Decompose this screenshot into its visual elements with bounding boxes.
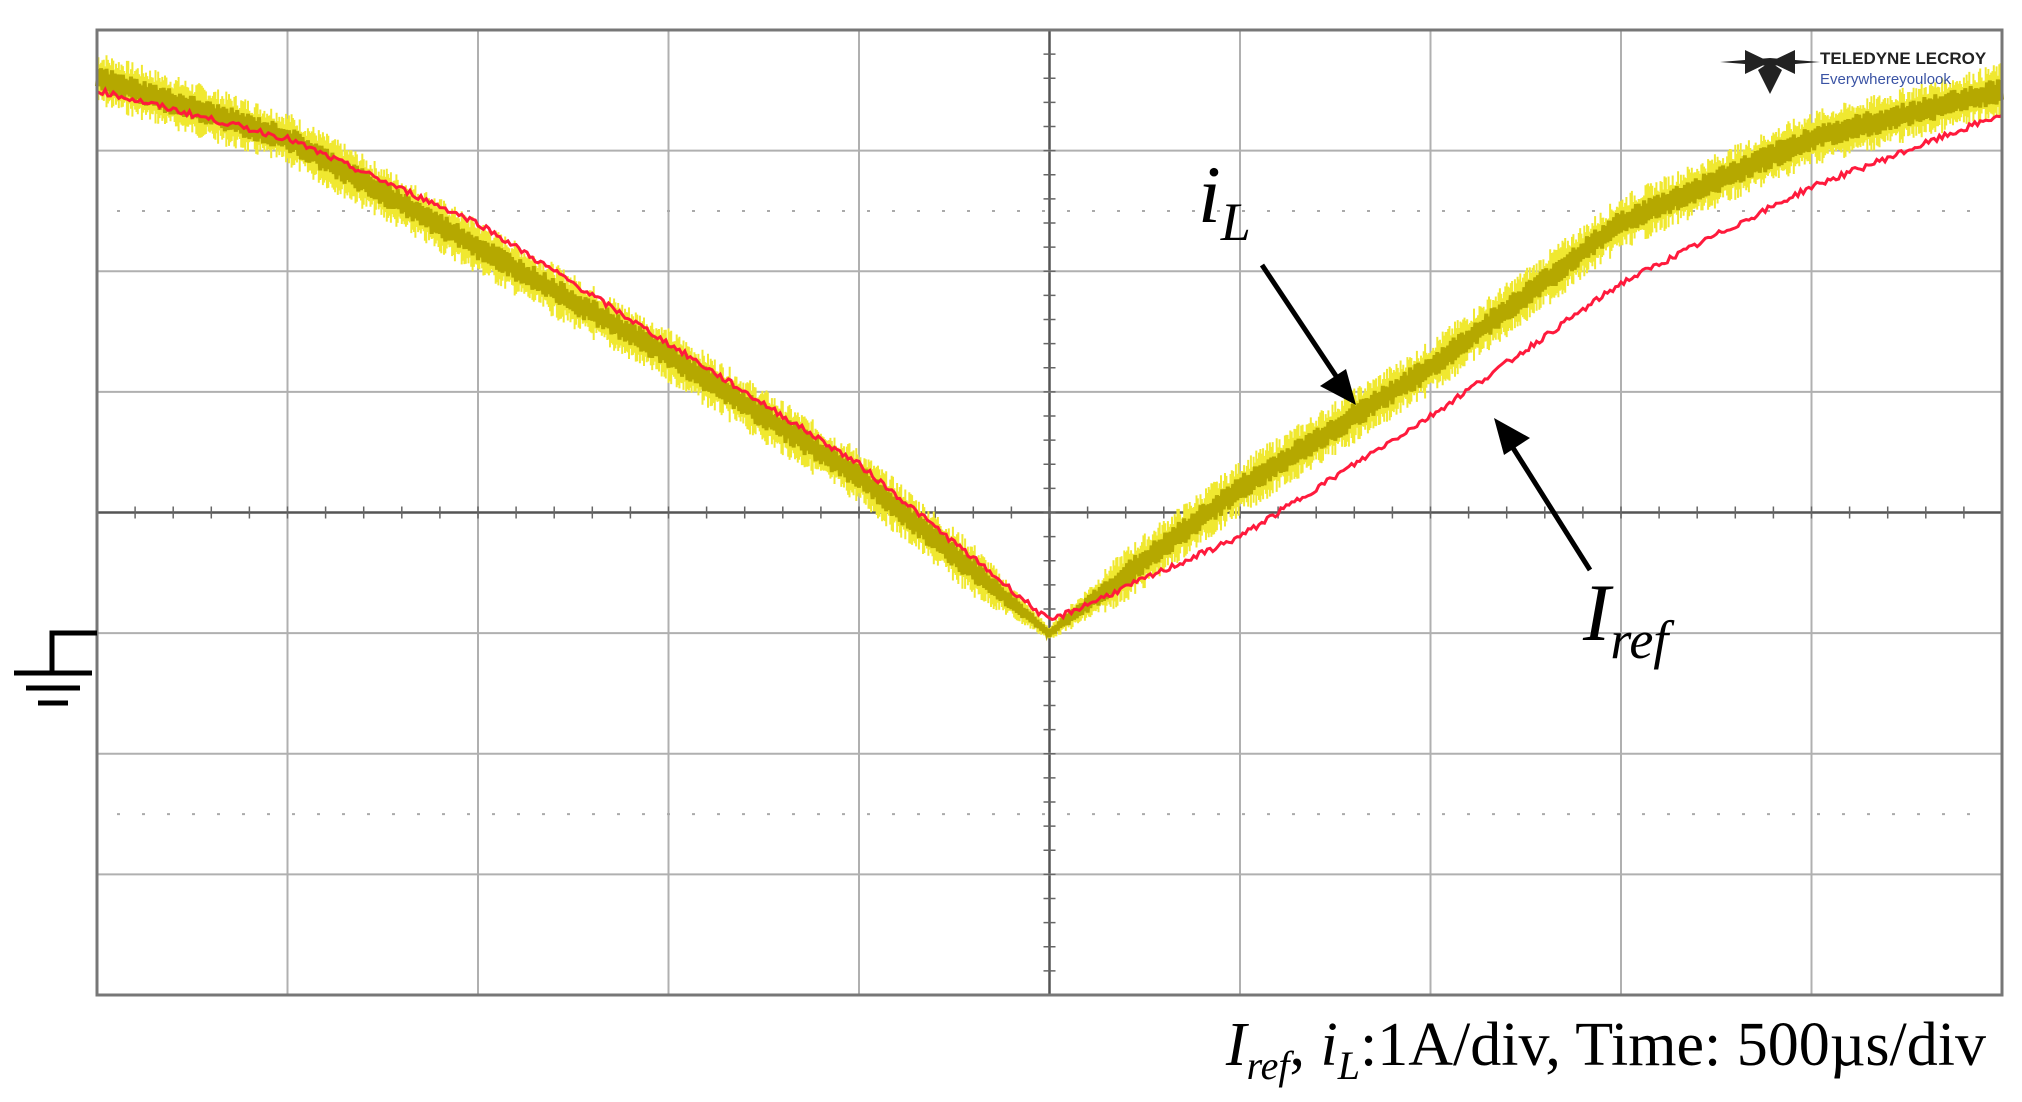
iref-label-sub: ref xyxy=(1610,610,1675,670)
il-label-main: i xyxy=(1198,149,1221,240)
il-label: iL xyxy=(1198,149,1251,252)
caption-sep: , xyxy=(1289,1011,1321,1079)
iref-arrow xyxy=(1494,418,1593,572)
caption-il-sub: L xyxy=(1337,1043,1360,1088)
il-arrow xyxy=(1259,263,1356,405)
caption-iref-main: I xyxy=(1225,1011,1247,1079)
teledyne-logo: TELEDYNE LECROY Everywhereyoulook xyxy=(1720,49,1987,94)
ground-marker xyxy=(14,630,97,706)
iref-label: Iref xyxy=(1582,567,1675,670)
logo-tagline: Everywhereyoulook xyxy=(1820,71,1951,88)
teledyne-star-icon xyxy=(1720,50,1820,94)
il-trace xyxy=(95,68,2004,642)
caption-rest: :1A/div, Time: 500µs/div xyxy=(1360,1011,1986,1079)
il-label-sub: L xyxy=(1220,192,1251,252)
scale-caption: Iref, iL:1A/div, Time: 500µs/div xyxy=(1226,1010,1986,1089)
iref-trace xyxy=(96,86,2003,622)
logo-brand: TELEDYNE LECROY xyxy=(1820,49,1987,68)
plot-frame xyxy=(95,28,2004,997)
iref-label-main: I xyxy=(1582,567,1614,658)
caption-iref-sub: ref xyxy=(1246,1043,1290,1088)
caption-il-main: i xyxy=(1320,1011,1338,1079)
